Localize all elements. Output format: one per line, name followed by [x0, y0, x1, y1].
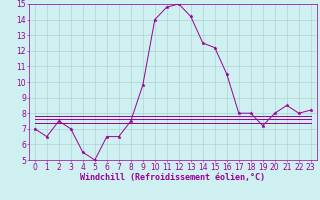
X-axis label: Windchill (Refroidissement éolien,°C): Windchill (Refroidissement éolien,°C) [80, 173, 265, 182]
